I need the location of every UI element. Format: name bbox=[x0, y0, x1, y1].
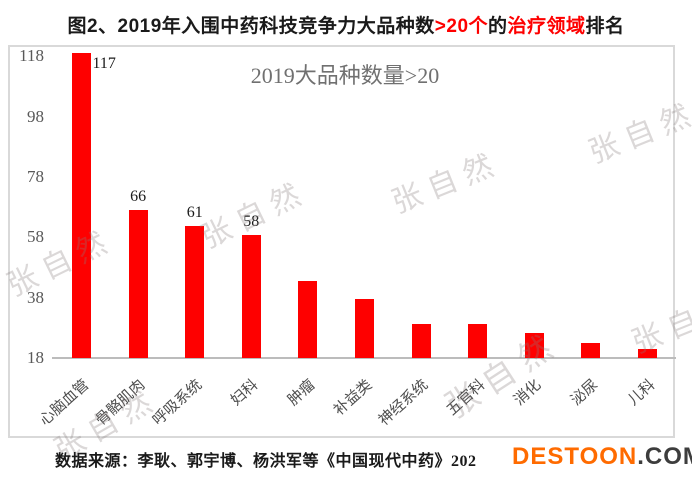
bar-肿瘤 bbox=[298, 281, 318, 358]
bar-五官科 bbox=[468, 324, 488, 358]
plot-annotation: 2019大品种数量>20 bbox=[250, 63, 440, 88]
title-part-3: 的 bbox=[488, 16, 508, 37]
y-tick-label: 58 bbox=[27, 227, 44, 247]
bar-泌尿 bbox=[581, 342, 601, 358]
bar-心脑血管 bbox=[72, 53, 91, 358]
bar-value-label: 117 bbox=[92, 55, 116, 73]
bar-value-label: 58 bbox=[243, 212, 260, 230]
title-part-2-red: >20个 bbox=[434, 16, 489, 37]
chart-title: 图2、2019年入围中药科技竞争力大品种数>20个的治疗领域排名 bbox=[0, 11, 692, 38]
y-tick-label: 38 bbox=[27, 287, 44, 307]
bar-呼吸系统 bbox=[185, 225, 205, 358]
y-tick-label: 18 bbox=[27, 348, 44, 367]
title-part-1: 图2、2019年入围中药科技竞争力大品种数 bbox=[67, 16, 435, 37]
bar-骨骼肌肉 bbox=[128, 210, 148, 358]
x-axis-line bbox=[52, 357, 676, 359]
site-watermark: DESTOON.COM bbox=[512, 443, 692, 471]
bar-神经系统 bbox=[411, 324, 431, 358]
y-tick-label: 118 bbox=[19, 46, 44, 66]
data-source-caption: 数据来源：李耿、郭宇博、杨洪军等《中国现代中药》202 bbox=[55, 453, 477, 470]
site-watermark-dark: .COM bbox=[637, 443, 692, 470]
site-watermark-orange: DESTOON bbox=[512, 443, 638, 470]
y-tick-label: 98 bbox=[27, 106, 44, 126]
title-part-4-red: 治疗领域 bbox=[507, 16, 586, 37]
bar-value-label: 66 bbox=[130, 188, 147, 206]
bar-补益类 bbox=[355, 299, 374, 358]
bar-消化 bbox=[524, 333, 544, 358]
y-tick-label: 78 bbox=[27, 166, 44, 186]
bar-value-label: 61 bbox=[186, 203, 203, 221]
bar-妇科 bbox=[241, 234, 261, 358]
title-part-5: 排名 bbox=[585, 16, 625, 37]
bar-儿科 bbox=[638, 348, 657, 358]
plot-frame bbox=[8, 45, 675, 438]
